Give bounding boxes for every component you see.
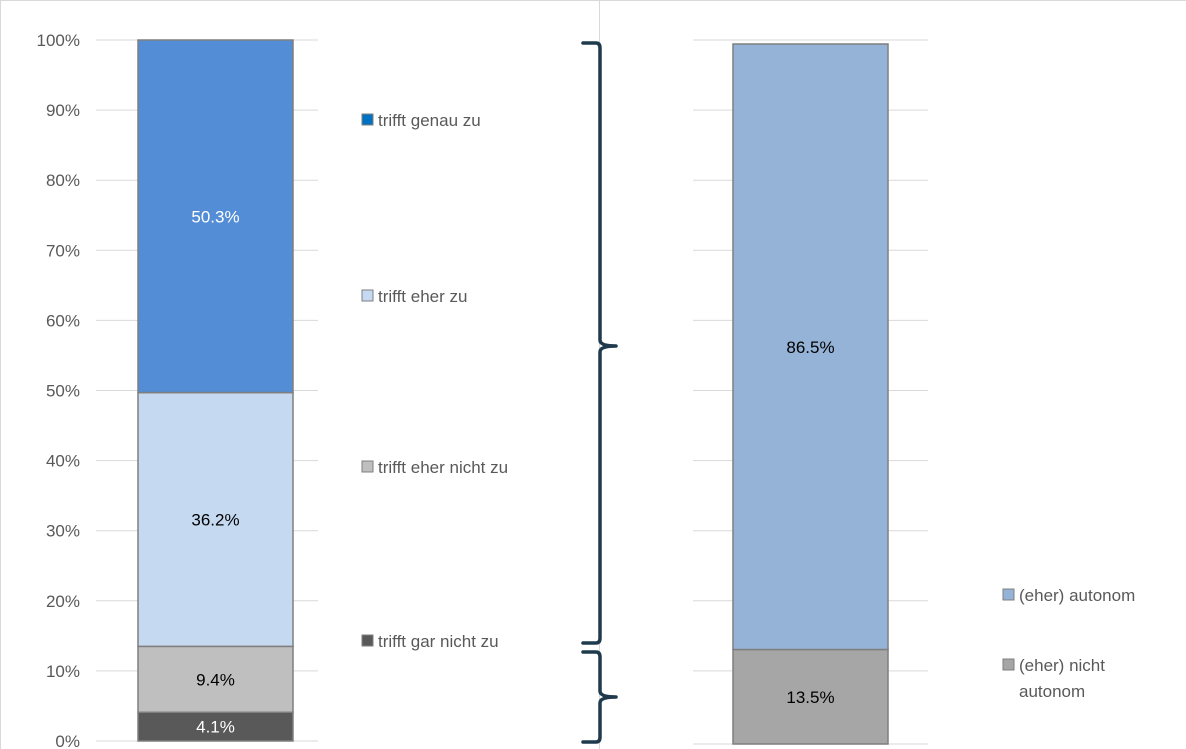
data-label: 13.5%	[786, 688, 834, 707]
y-tick-label: 30%	[46, 522, 80, 541]
legend-label-line: (eher) nicht	[1019, 656, 1105, 675]
legend-swatch	[361, 634, 374, 647]
y-tick-label: 20%	[46, 592, 80, 611]
legend-swatch	[1002, 588, 1015, 601]
legend-label: trifft genau zu	[378, 111, 481, 130]
y-tick-label: 40%	[46, 452, 80, 471]
left-stacked-chart: 0% 10% 20% 30% 40% 50% 60% 70% 80% 90% 100% 4.1% 9.4…	[37, 31, 509, 749]
data-label: 36.2%	[191, 510, 239, 529]
data-label: 4.1%	[196, 718, 235, 737]
bar-segment	[137, 391, 294, 648]
legend-swatch	[361, 113, 374, 126]
y-tick-label: 50%	[46, 382, 80, 401]
bar-segment	[732, 43, 889, 651]
y-tick-label: 0%	[55, 732, 80, 749]
y-tick-label: 100%	[37, 31, 80, 50]
brace-upper	[581, 41, 618, 645]
data-label: 86.5%	[786, 338, 834, 357]
brace-lower	[581, 650, 618, 744]
brace-group	[581, 41, 618, 744]
legend-swatch	[361, 460, 374, 473]
bar-segment	[137, 711, 294, 742]
y-tick-label: 60%	[46, 311, 80, 330]
legend-label-line: autonom	[1019, 682, 1085, 701]
legend-swatch	[1002, 658, 1015, 671]
legend-label: trifft eher nicht zu	[378, 458, 508, 477]
y-tick-label: 70%	[46, 241, 80, 260]
y-tick-label: 90%	[46, 101, 80, 120]
legend-label: (eher) autonom	[1019, 586, 1135, 605]
right-stacked-chart: 13.5% 86.5% (eher) autonom (eher) nicht auto…	[693, 39, 1135, 745]
data-label: 50.3%	[191, 207, 239, 226]
y-tick-label: 10%	[46, 662, 80, 681]
bar-segment	[137, 39, 294, 394]
legend-label: trifft gar nicht zu	[378, 632, 499, 651]
legend-label: trifft eher zu	[378, 287, 467, 306]
legend-swatch	[361, 289, 374, 302]
bar-segment	[137, 645, 294, 714]
data-label: 9.4%	[196, 670, 235, 689]
legend-label: (eher) nicht autonom	[1019, 656, 1105, 701]
y-tick-label: 80%	[46, 171, 80, 190]
